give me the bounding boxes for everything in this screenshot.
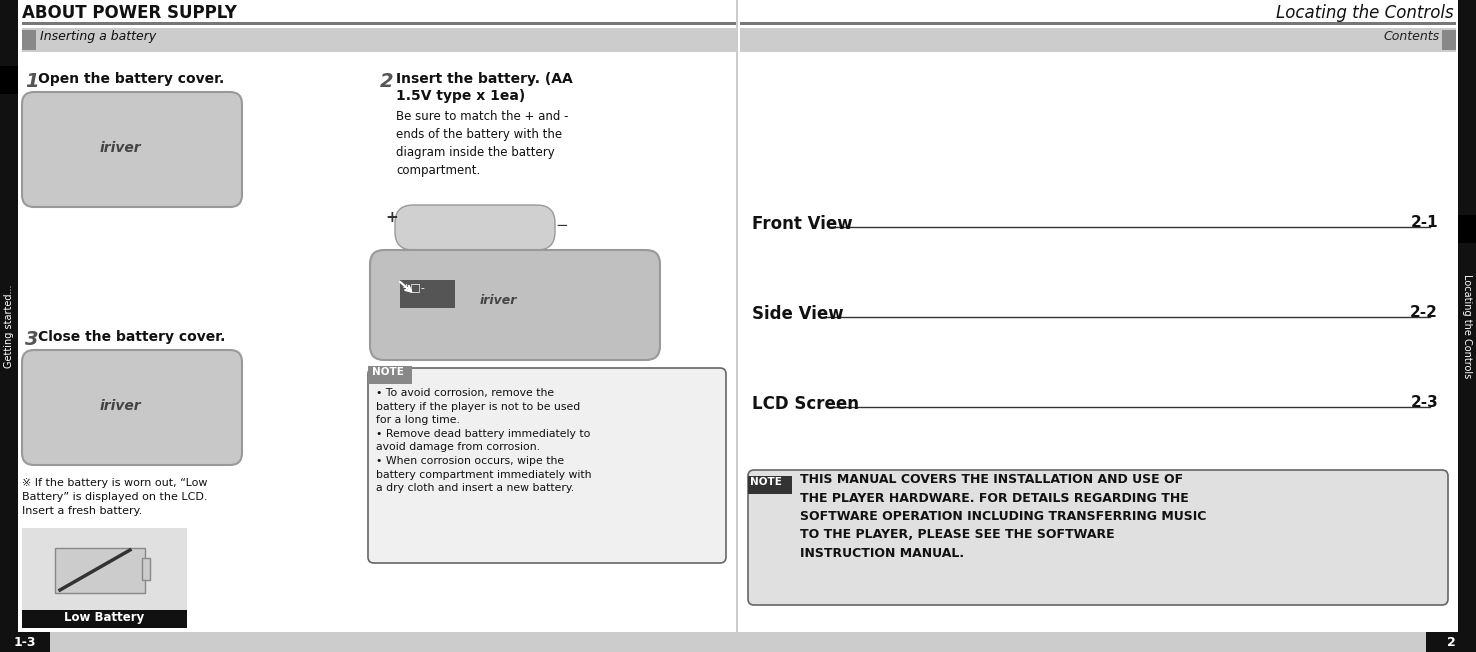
Text: iriver: iriver	[100, 399, 142, 413]
Bar	[0, 66, 18, 94]
Text: • To avoid corrosion, remove the
battery if the player is not to be used
for a l: • To avoid corrosion, remove the battery…	[376, 388, 592, 493]
Bar	[0, 0, 18, 652]
Text: 2-1: 2-1	[1411, 215, 1438, 230]
Bar	[22, 528, 187, 618]
Bar	[737, 0, 738, 652]
FancyBboxPatch shape	[368, 368, 726, 563]
Text: NOTE: NOTE	[372, 367, 404, 377]
Bar	[368, 366, 412, 384]
FancyBboxPatch shape	[22, 92, 242, 207]
FancyBboxPatch shape	[396, 205, 555, 250]
Bar	[55, 548, 145, 593]
Text: 2-2: 2-2	[1410, 305, 1438, 320]
Text: Open the battery cover.: Open the battery cover.	[38, 72, 224, 86]
Bar	[22, 28, 738, 52]
Text: Locating the Controls: Locating the Controls	[1277, 4, 1454, 22]
Bar	[1426, 632, 1476, 652]
Text: +□-: +□-	[401, 282, 427, 292]
Bar	[22, 610, 187, 628]
Bar	[0, 632, 50, 652]
Text: THIS MANUAL COVERS THE INSTALLATION AND USE OF
THE PLAYER HARDWARE. FOR DETAILS : THIS MANUAL COVERS THE INSTALLATION AND …	[800, 473, 1206, 560]
Text: Side View: Side View	[751, 305, 844, 323]
Text: NOTE: NOTE	[750, 477, 782, 487]
Text: 2: 2	[379, 72, 394, 91]
FancyBboxPatch shape	[748, 470, 1448, 605]
Bar	[1458, 0, 1476, 652]
Text: ※ If the battery is worn out, “Low
Battery” is displayed on the LCD.
Insert a fr: ※ If the battery is worn out, “Low Batte…	[22, 478, 208, 516]
Text: 1-3: 1-3	[13, 636, 37, 649]
Bar	[142, 558, 151, 580]
FancyBboxPatch shape	[370, 250, 660, 360]
Bar	[22, 22, 738, 25]
Text: Contents: Contents	[1384, 30, 1441, 43]
FancyBboxPatch shape	[22, 350, 242, 465]
Bar	[739, 22, 1455, 25]
Bar	[22, 30, 35, 50]
Text: Close the battery cover.: Close the battery cover.	[38, 330, 226, 344]
Text: Low Battery: Low Battery	[63, 611, 145, 624]
Text: 2: 2	[1446, 636, 1455, 649]
Bar	[400, 280, 455, 308]
Text: +: +	[385, 210, 397, 225]
Text: ABOUT POWER SUPPLY: ABOUT POWER SUPPLY	[22, 4, 236, 22]
Text: Inserting a battery: Inserting a battery	[40, 30, 156, 43]
Text: iriver: iriver	[100, 141, 142, 155]
Text: Getting started...: Getting started...	[4, 284, 13, 368]
Bar	[748, 476, 793, 494]
Text: iriver: iriver	[480, 293, 518, 306]
Text: Front View: Front View	[751, 215, 853, 233]
Bar	[1442, 30, 1455, 50]
Text: 3: 3	[25, 330, 38, 349]
Text: LCD Screen: LCD Screen	[751, 395, 859, 413]
Text: Be sure to match the + and -
ends of the battery with the
diagram inside the bat: Be sure to match the + and - ends of the…	[396, 110, 568, 177]
Text: −: −	[555, 218, 568, 233]
Bar	[0, 632, 1476, 652]
Bar	[739, 28, 1455, 52]
Text: Locating the Controls: Locating the Controls	[1463, 274, 1472, 378]
Text: 1: 1	[25, 72, 38, 91]
Text: Insert the battery. (AA
1.5V type x 1ea): Insert the battery. (AA 1.5V type x 1ea)	[396, 72, 573, 103]
Text: 2-3: 2-3	[1410, 395, 1438, 410]
Bar	[1458, 215, 1476, 243]
